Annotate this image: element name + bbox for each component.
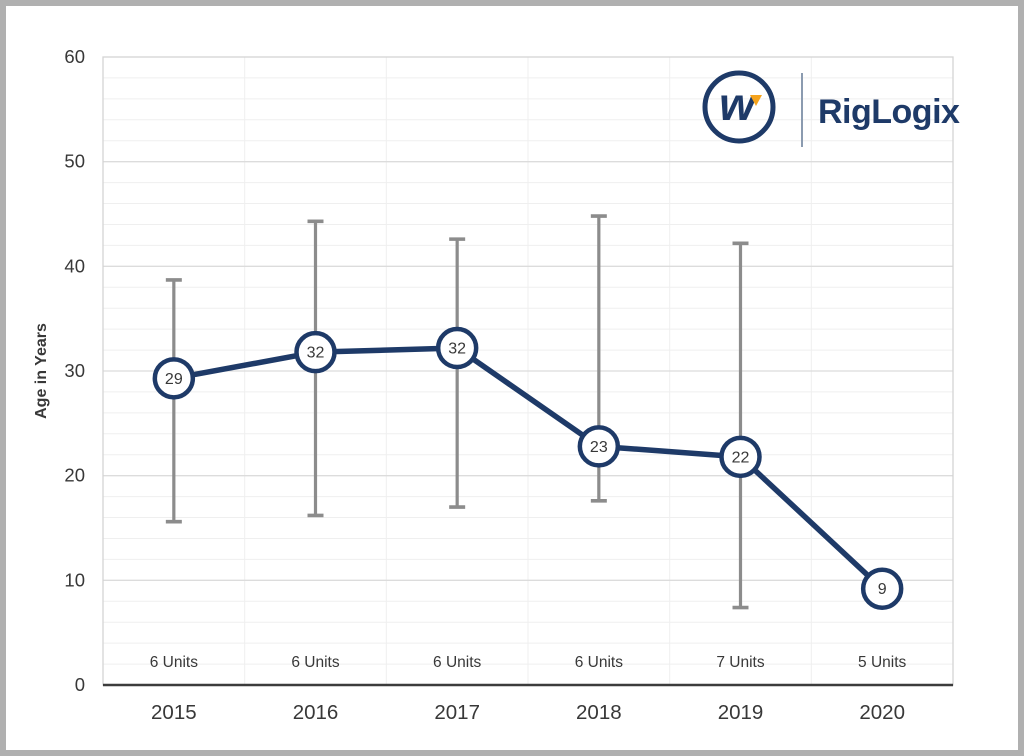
y-tick-label: 30 bbox=[64, 360, 85, 381]
unit-count-label: 6 Units bbox=[433, 654, 481, 671]
x-tick-label: 2017 bbox=[434, 701, 480, 724]
unit-count-label: 7 Units bbox=[716, 654, 764, 671]
y-tick-label: 40 bbox=[64, 255, 85, 276]
brand-name: RigLogix bbox=[818, 93, 960, 131]
data-point-label: 32 bbox=[307, 345, 325, 362]
logo-divider bbox=[801, 73, 803, 147]
x-tick-label: 2020 bbox=[859, 701, 905, 724]
age-line-chart: 29 32 32 23 22 9 0 10 20 30 40 50 60 Age in Years 6 Un… bbox=[33, 46, 954, 724]
y-tick-label: 20 bbox=[64, 465, 85, 486]
chart-container: 29 32 32 23 22 9 0 10 20 30 40 50 60 Age in Years 6 Un… bbox=[6, 6, 1018, 750]
data-point-marker: 22 bbox=[719, 435, 762, 479]
unit-count-label: 6 Units bbox=[150, 654, 198, 671]
error-bar bbox=[165, 278, 182, 524]
data-point-marker: 32 bbox=[294, 330, 337, 374]
data-point-marker: 9 bbox=[860, 567, 904, 610]
svg-text:w: w bbox=[719, 78, 758, 130]
series-line bbox=[171, 345, 885, 592]
unit-count-label: 6 Units bbox=[291, 654, 339, 671]
brand-logo: w RigLogix bbox=[698, 66, 968, 156]
w-circle-icon: w bbox=[702, 70, 776, 144]
data-point-marker: 29 bbox=[152, 357, 196, 400]
unit-count-label: 6 Units bbox=[575, 654, 623, 671]
data-point-marker: 23 bbox=[577, 425, 621, 468]
error-bar bbox=[449, 237, 466, 509]
y-axis-title: Age in Years bbox=[33, 323, 50, 419]
data-point-label: 9 bbox=[878, 581, 887, 598]
y-tick-label: 60 bbox=[64, 46, 85, 67]
error-bar bbox=[732, 241, 749, 610]
y-tick-label: 50 bbox=[64, 151, 85, 172]
unit-count-label: 5 Units bbox=[858, 654, 906, 671]
x-tick-label: 2018 bbox=[576, 701, 622, 724]
data-point-label: 29 bbox=[165, 371, 183, 388]
data-point-label: 32 bbox=[448, 340, 466, 357]
data-point-label: 23 bbox=[590, 439, 608, 456]
x-tick-label: 2016 bbox=[293, 701, 339, 724]
y-tick-label: 0 bbox=[75, 674, 85, 695]
data-point-marker: 32 bbox=[435, 326, 479, 370]
x-tick-label: 2019 bbox=[718, 701, 764, 724]
data-point-label: 22 bbox=[732, 449, 750, 466]
x-tick-label: 2015 bbox=[151, 701, 197, 724]
y-tick-label: 10 bbox=[64, 569, 85, 590]
